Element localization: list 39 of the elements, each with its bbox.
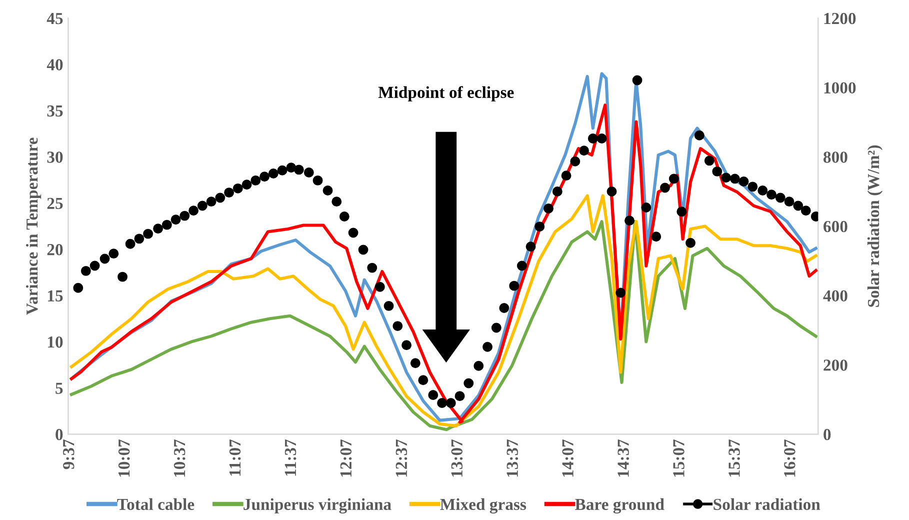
y-tick-label: 45	[46, 13, 63, 24]
legend-label: Mixed grass	[440, 498, 526, 514]
y2-axis-title: Solar radiation (W/m²)	[867, 145, 883, 307]
y2-tick-label: 600	[824, 220, 848, 232]
y2-tick-label: 1000	[824, 82, 856, 94]
x-tick-label: 9:37	[63, 439, 74, 470]
x-tick-label: 11:07	[229, 439, 241, 476]
x-tick-label: 15:07	[673, 439, 684, 477]
legend-label: Total cable	[117, 498, 194, 510]
y-tick-label: 35	[47, 105, 63, 117]
y-tick-label: 40	[46, 59, 63, 70]
legend-label: Solar radiation	[714, 498, 820, 510]
y-tick-label: 5	[56, 382, 63, 394]
x-tick-label: 13:07	[451, 439, 463, 477]
y-tick-label: 25	[47, 198, 63, 210]
y2-tick-label: 800	[824, 152, 848, 163]
x-tick-label: 12:07	[340, 439, 352, 477]
x-tick-label: 11:37	[284, 439, 296, 476]
y2-tick-label: 0	[824, 428, 831, 440]
x-tick-label: 14:07	[562, 439, 574, 477]
x-tick-label: 12:37	[396, 439, 408, 477]
annotation: Midpoint of eclipse	[378, 86, 514, 102]
legend-label: Bare ground	[575, 498, 664, 514]
y-tick-label: 30	[47, 152, 63, 163]
legend-label: Juniperus virginiana	[244, 498, 392, 514]
y-tick-label: 20	[47, 244, 63, 256]
y-tick-label: 10	[48, 336, 63, 348]
x-tick-label: 10:37	[174, 439, 186, 477]
x-tick-label: 13:37	[506, 439, 518, 477]
y2-tick-label: 400	[823, 290, 848, 302]
y-axis-title: Variance in Temperature	[26, 138, 42, 315]
y2-tick-label: 200	[824, 360, 848, 371]
x-tick-label: 10:07	[118, 439, 130, 477]
y-tick-label: 0	[56, 428, 63, 440]
y-tick-label: 15	[48, 290, 63, 302]
x-tick-label: 15:37	[728, 439, 740, 477]
y2-tick-label: 1200	[824, 12, 856, 24]
x-tick-label: 16:07	[784, 439, 796, 477]
x-tick-label: 14:37	[618, 439, 629, 477]
